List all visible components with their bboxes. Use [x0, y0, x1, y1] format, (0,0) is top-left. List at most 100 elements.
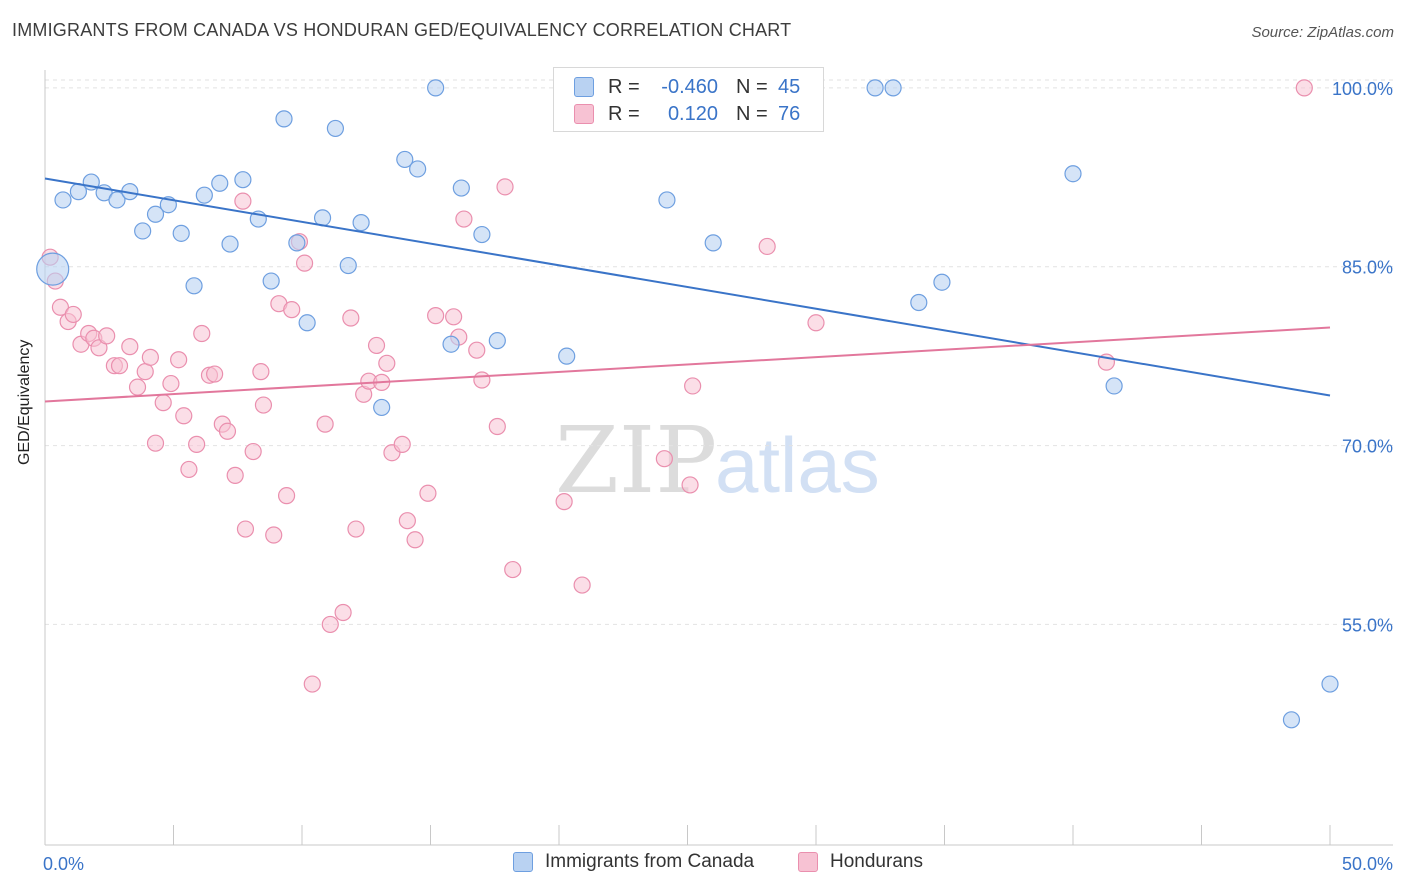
watermark-atlas: atlas — [715, 421, 880, 509]
correlation-legend: R = -0.460 N = 45 R = 0.120 N = 76 — [553, 67, 824, 132]
legend-n-value-blue: 45 — [778, 75, 801, 98]
pink-point — [427, 307, 445, 325]
legend-swatch-blue — [574, 77, 594, 97]
pink-point — [141, 348, 159, 366]
pink-point — [162, 374, 180, 393]
y-tick-label: 100.0% — [1332, 79, 1393, 99]
blue-point — [473, 225, 491, 244]
pink-point — [316, 415, 334, 433]
blue-point — [146, 205, 165, 223]
blue-point — [1105, 377, 1123, 395]
pink-point — [367, 336, 386, 355]
pink-point — [283, 301, 301, 319]
pink-trend-line — [44, 326, 1331, 403]
pink-point — [236, 520, 255, 538]
bottom-legend-hondurans: Hondurans — [798, 851, 923, 873]
blue-point — [866, 79, 884, 97]
pink-point — [295, 254, 314, 272]
blue-point — [108, 191, 126, 209]
pink-point — [321, 615, 339, 634]
source-note: Source: ZipAtlas.com — [1251, 24, 1394, 41]
pink-point — [180, 460, 198, 479]
blue-point — [172, 224, 190, 242]
blue-point — [658, 191, 676, 209]
bottom-legend-label-hondurans: Hondurans — [830, 851, 923, 872]
pink-point — [342, 309, 360, 327]
pink-point — [378, 354, 396, 372]
blue-point — [185, 277, 203, 295]
blue-point — [288, 234, 306, 252]
pink-point — [110, 357, 129, 375]
blue-point — [933, 273, 951, 291]
legend-r-value-blue: -0.460 — [661, 75, 718, 98]
blue-point — [134, 222, 152, 240]
pink-point — [473, 371, 491, 389]
blue-point — [221, 235, 239, 253]
blue-point — [1064, 165, 1082, 183]
blue-point — [442, 335, 460, 353]
blue-point — [373, 398, 391, 417]
blue-point — [36, 252, 70, 286]
pink-point — [234, 192, 252, 210]
legend-row-pink: R = 0.120 N = 76 — [574, 101, 800, 127]
y-axis-label: GED/Equivalency — [16, 339, 33, 465]
pink-point — [64, 305, 82, 324]
pink-point — [573, 576, 591, 594]
pink-point — [445, 308, 463, 326]
blue-point — [195, 186, 213, 204]
pink-point — [406, 531, 424, 549]
pink-point — [681, 476, 699, 494]
blue-point — [396, 150, 414, 169]
pink-point — [303, 675, 321, 693]
legend-r-label: R = — [608, 75, 640, 98]
legend-swatch-pink — [574, 104, 594, 124]
blue-point — [234, 171, 252, 189]
x-tick-label: 50.0% — [1342, 854, 1393, 874]
blue-point — [884, 79, 902, 97]
blue-point — [704, 234, 722, 252]
legend-r-value-pink: 0.120 — [667, 102, 718, 125]
pink-point — [807, 314, 825, 332]
pink-point — [252, 363, 270, 381]
pink-point — [455, 210, 473, 228]
pink-point — [154, 394, 172, 412]
pink-point — [188, 435, 206, 453]
legend-n-label: N = — [736, 75, 768, 98]
legend-r-label: R = — [608, 102, 640, 125]
blue-point — [298, 314, 316, 332]
legend-n-label: N = — [736, 102, 768, 125]
pink-point — [146, 434, 165, 452]
pink-point — [347, 520, 365, 538]
pink-point — [170, 351, 188, 369]
watermark-zip: ZIP — [555, 407, 717, 514]
pink-point — [398, 512, 416, 530]
blue-point — [211, 174, 229, 192]
pink-point — [98, 327, 116, 345]
blue-point — [275, 110, 293, 128]
blue-point — [262, 272, 280, 290]
pink-point — [226, 466, 244, 484]
pink-point — [334, 603, 352, 622]
blue-point — [1282, 711, 1301, 729]
blue-point — [488, 332, 506, 350]
legend-n-value-pink: 76 — [778, 102, 801, 125]
blue-point — [352, 214, 370, 232]
pink-point — [193, 324, 211, 343]
pink-point — [128, 378, 147, 396]
legend-row-blue: R = -0.460 N = 45 — [574, 74, 800, 100]
y-tick-label: 85.0% — [1342, 258, 1393, 278]
pink-point — [496, 178, 514, 196]
bottom-legend-swatch-pink — [798, 852, 818, 872]
pink-point — [555, 493, 573, 511]
bottom-legend-swatch-blue — [513, 852, 533, 872]
pink-point — [90, 339, 108, 357]
pink-point — [468, 341, 486, 359]
blue-point — [326, 119, 345, 138]
blue-point — [409, 160, 427, 178]
pink-point — [655, 450, 673, 468]
pink-point — [393, 435, 411, 453]
pink-point — [758, 237, 776, 256]
blue-trend-line — [44, 177, 1331, 397]
pink-point — [121, 338, 139, 356]
